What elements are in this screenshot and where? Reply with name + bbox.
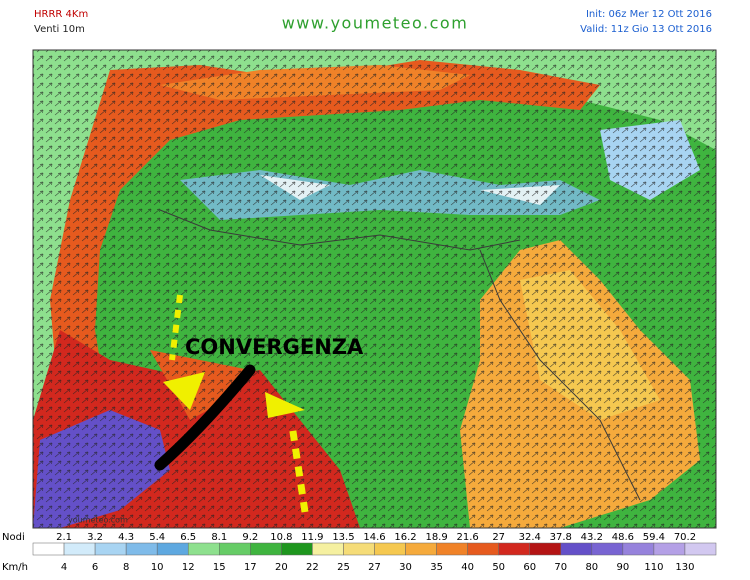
kmh-label: 110 xyxy=(644,562,663,573)
kmh-label: 4 xyxy=(61,562,67,573)
kmh-label: 10 xyxy=(151,562,164,573)
legend-swatch xyxy=(622,542,655,556)
knots-label: 18.9 xyxy=(425,532,447,543)
kmh-label: 90 xyxy=(616,562,629,573)
watermark: youmeteo.com xyxy=(68,516,128,525)
legend-swatch xyxy=(250,542,282,556)
legend-swatch xyxy=(343,542,375,556)
kmh-label: 30 xyxy=(399,562,412,573)
kmh-label: 35 xyxy=(430,562,443,573)
legend-swatch xyxy=(94,542,127,556)
kmh-label: 17 xyxy=(244,562,257,573)
legend-swatch xyxy=(436,542,468,556)
init-label: Init: 06z Mer 12 Ott 2016 xyxy=(586,9,712,20)
knots-label: 21.6 xyxy=(457,532,479,543)
kmh-label: 8 xyxy=(123,562,129,573)
kmh-label: 50 xyxy=(492,562,505,573)
knots-label: 5.4 xyxy=(149,532,165,543)
knots-label: 70.2 xyxy=(674,532,696,543)
legend-swatch xyxy=(32,542,65,556)
knots-label: 37.8 xyxy=(550,532,572,543)
legend-swatch xyxy=(591,542,624,556)
legend-swatch xyxy=(281,542,313,556)
legend-swatch xyxy=(653,542,686,556)
legend-swatch xyxy=(374,542,406,556)
legend-swatch xyxy=(63,542,96,556)
kmh-label: 20 xyxy=(275,562,288,573)
legend-swatch xyxy=(560,542,593,556)
legend: 2.1 3.2 4.3 5.4 6.5 8.1 9.2 10.8 11.9 13.5 14.6 16.… xyxy=(32,532,717,573)
knots-label: 10.8 xyxy=(270,532,292,543)
kmh-label: 12 xyxy=(182,562,195,573)
knots-label: 48.6 xyxy=(612,532,634,543)
knots-label: 6.5 xyxy=(180,532,196,543)
field-label: Venti 10m xyxy=(34,24,85,35)
legend-swatch xyxy=(467,542,499,556)
kmh-unit: Km/h xyxy=(2,562,28,573)
knots-label: 4.3 xyxy=(118,532,134,543)
knots-label: 13.5 xyxy=(332,532,354,543)
knots-unit: Nodi xyxy=(2,532,25,543)
kmh-label: 25 xyxy=(337,562,350,573)
map xyxy=(32,49,717,529)
knots-label: 11.9 xyxy=(301,532,323,543)
knots-label: 27 xyxy=(492,532,505,543)
knots-label: 32.4 xyxy=(519,532,541,543)
legend-swatch xyxy=(498,542,530,556)
knots-label: 16.2 xyxy=(394,532,416,543)
legend-swatch xyxy=(156,542,189,556)
legend-swatch xyxy=(187,542,220,556)
legend-swatch xyxy=(125,542,158,556)
knots-label: 14.6 xyxy=(363,532,385,543)
knots-label: 59.4 xyxy=(643,532,665,543)
kmh-label: 22 xyxy=(306,562,319,573)
kmh-label: 60 xyxy=(523,562,536,573)
knots-label: 2.1 xyxy=(56,532,72,543)
valid-label: Valid: 11z Gio 13 Ott 2016 xyxy=(580,24,712,35)
map-annotation: CONVERGENZA xyxy=(185,335,364,359)
knots-label: 43.2 xyxy=(581,532,603,543)
legend-swatch xyxy=(529,542,562,556)
kmh-label: 130 xyxy=(675,562,694,573)
legend-swatch xyxy=(219,542,251,556)
kmh-label: 6 xyxy=(92,562,98,573)
kmh-label: 27 xyxy=(368,562,381,573)
legend-swatch xyxy=(684,542,717,556)
knots-label: 8.1 xyxy=(211,532,227,543)
legend-swatch xyxy=(312,542,344,556)
kmh-label: 70 xyxy=(554,562,567,573)
site-label: www.youmeteo.com xyxy=(282,14,469,33)
knots-label: 3.2 xyxy=(87,532,103,543)
model-label: HRRR 4Km xyxy=(34,9,88,20)
legend-swatch xyxy=(405,542,437,556)
kmh-label: 15 xyxy=(213,562,226,573)
kmh-label: 80 xyxy=(585,562,598,573)
kmh-label: 40 xyxy=(461,562,474,573)
knots-label: 9.2 xyxy=(242,532,258,543)
